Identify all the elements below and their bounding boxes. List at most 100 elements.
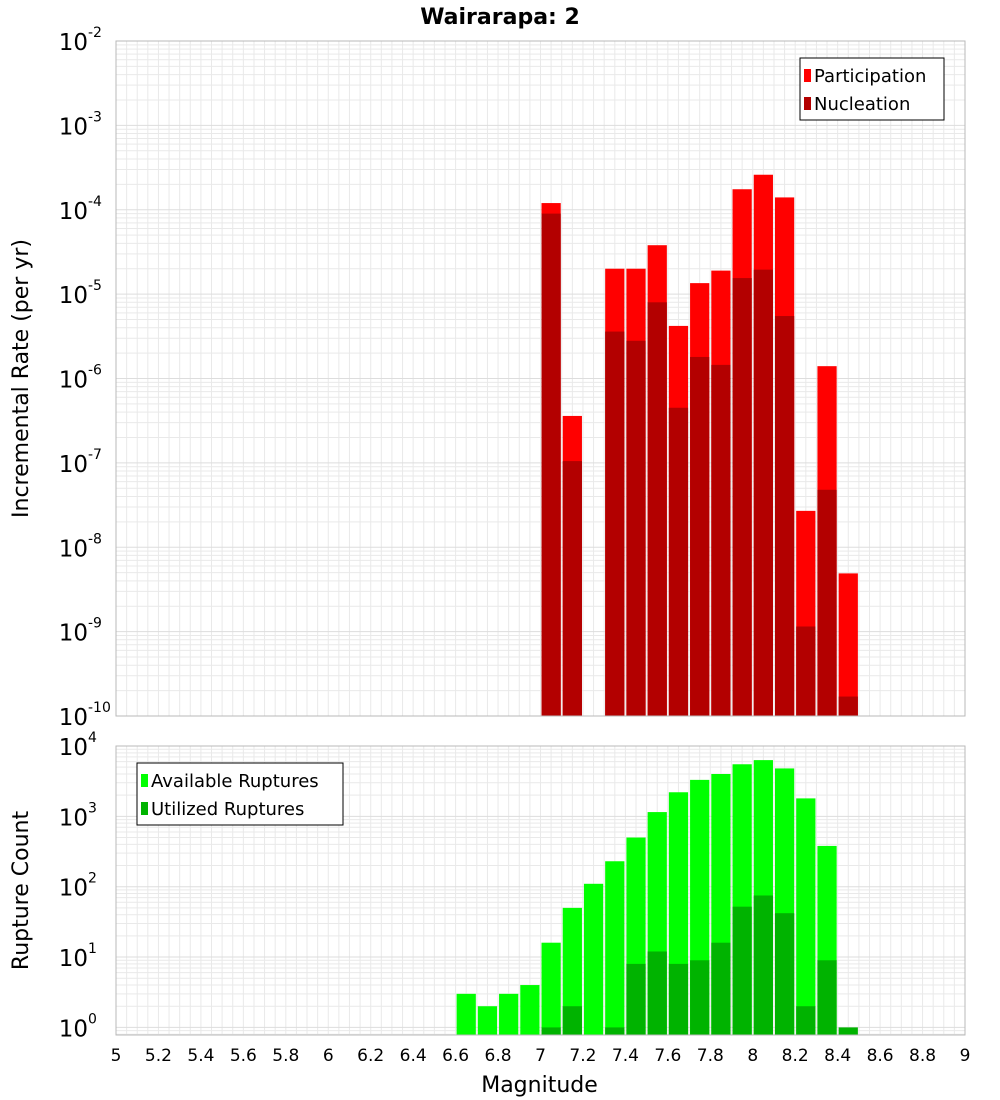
bottom-y-tick-exponent: 4 xyxy=(88,730,97,746)
top-bar-nucleation xyxy=(605,331,625,716)
bottom-bar-utilized-ruptures xyxy=(711,942,731,1035)
bottom-bar-utilized-ruptures xyxy=(774,913,795,1035)
top-y-tick-exponent: -6 xyxy=(88,363,102,379)
bottom-x-tick-label: 7.4 xyxy=(612,1046,639,1066)
top-y-tick-label: 10 xyxy=(59,452,88,478)
top-y-tick-label: 10 xyxy=(59,705,88,731)
bottom-x-tick-label: 9 xyxy=(960,1046,971,1066)
grid-layer xyxy=(115,40,966,1035)
bottom-bar-utilized-ruptures xyxy=(562,1006,582,1035)
bottom-bar-utilized-ruptures xyxy=(690,960,710,1035)
bottom-x-tick-label: 8 xyxy=(747,1046,758,1066)
bottom-legend-label: Available Ruptures xyxy=(151,771,319,792)
bottom-bar-utilized-ruptures xyxy=(796,1006,816,1035)
bottom-bar-available-ruptures xyxy=(605,861,625,1035)
bottom-y-tick-exponent: 1 xyxy=(88,941,97,957)
top-bar-nucleation xyxy=(774,316,795,716)
bottom-y-tick-label: 10 xyxy=(59,1016,88,1042)
top-bar-nucleation xyxy=(690,356,710,716)
top-y-tick-exponent: -2 xyxy=(88,25,102,41)
bottom-y-axis-title: Rupture Count xyxy=(9,811,34,971)
top-y-tick-exponent: -5 xyxy=(88,278,102,294)
bottom-bar-available-ruptures xyxy=(583,883,604,1035)
bottom-x-tick-label: 8.8 xyxy=(909,1046,936,1066)
bottom-bar-utilized-ruptures xyxy=(753,895,773,1035)
bottom-x-tick-label: 6.2 xyxy=(357,1046,384,1066)
bottom-y-tick-label: 10 xyxy=(59,946,88,972)
top-y-tick-label: 10 xyxy=(59,536,88,562)
bottom-y-tick-exponent: 2 xyxy=(88,871,97,887)
bottom-bar-utilized-ruptures xyxy=(626,963,646,1035)
top-y-tick-exponent: -4 xyxy=(88,194,102,210)
top-bar-nucleation xyxy=(817,489,837,716)
top-bar-nucleation xyxy=(753,269,773,716)
bottom-x-tick-label: 8.4 xyxy=(824,1046,851,1066)
bottom-legend-box xyxy=(136,762,344,826)
bottom-legend-label: Utilized Ruptures xyxy=(151,799,304,820)
bottom-bar-available-ruptures xyxy=(477,1006,498,1035)
bottom-x-tick-label: 5.8 xyxy=(272,1046,299,1066)
bottom-y-tick-label: 10 xyxy=(59,805,88,831)
top-bar-nucleation xyxy=(626,340,646,716)
bottom-x-tick-label: 5.6 xyxy=(230,1046,257,1066)
bottom-x-tick-label: 7 xyxy=(535,1046,546,1066)
bottom-bar-available-ruptures xyxy=(499,993,519,1035)
bottom-x-tick-label: 7.6 xyxy=(654,1046,681,1066)
bottom-x-tick-label: 7.2 xyxy=(569,1046,596,1066)
top-y-tick-label: 10 xyxy=(59,283,88,309)
bottom-y-tick-exponent: 0 xyxy=(88,1011,97,1027)
bottom-plot-frame xyxy=(115,745,966,1036)
top-bar-nucleation xyxy=(647,302,667,716)
top-y-tick-exponent: -9 xyxy=(88,616,102,632)
bottom-x-tick-label: 6.6 xyxy=(442,1046,469,1066)
top-bar-nucleation xyxy=(541,213,561,717)
top-bar-nucleation xyxy=(796,626,816,716)
chart-title: Wairarapa: 2 xyxy=(420,5,580,30)
bottom-x-tick-label: 6.4 xyxy=(400,1046,427,1066)
top-y-tick-label: 10 xyxy=(59,199,88,225)
bottom-y-tick-label: 10 xyxy=(59,876,88,902)
bottom-bar-utilized-ruptures xyxy=(605,1027,625,1035)
bottom-bar-utilized-ruptures xyxy=(647,951,667,1035)
top-bar-participation xyxy=(838,573,858,716)
legend-layer: Participation Nucleation Available Rupture… xyxy=(136,57,945,826)
bottom-bar-utilized-ruptures xyxy=(668,963,689,1035)
top-y-tick-exponent: -3 xyxy=(88,109,102,125)
bottom-x-tick-label: 8.2 xyxy=(782,1046,809,1066)
bottom-legend-swatch xyxy=(141,774,148,787)
top-plot-frame xyxy=(115,40,966,717)
bottom-x-tick-label: 8.6 xyxy=(867,1046,894,1066)
bottom-y-tick-exponent: 3 xyxy=(88,800,97,816)
top-legend-swatch xyxy=(804,69,811,82)
top-bar-nucleation xyxy=(732,278,752,716)
bars-layer xyxy=(456,174,858,1035)
bottom-y-tick-label: 10 xyxy=(59,735,88,761)
top-y-tick-exponent: -8 xyxy=(88,531,102,547)
top-legend-label: Participation xyxy=(814,66,926,87)
bottom-bar-utilized-ruptures xyxy=(732,906,752,1035)
bottom-x-tick-label: 5.4 xyxy=(187,1046,214,1066)
bottom-bar-utilized-ruptures xyxy=(838,1027,858,1035)
top-bar-nucleation xyxy=(711,364,731,716)
bottom-x-tick-label: 6.8 xyxy=(485,1046,512,1066)
bottom-bar-available-ruptures xyxy=(562,907,582,1035)
bottom-x-axis-title: Magnitude xyxy=(481,1073,598,1098)
top-legend-label: Nucleation xyxy=(814,94,910,115)
top-legend-swatch xyxy=(804,97,811,110)
bottom-bar-utilized-ruptures xyxy=(817,960,837,1035)
bottom-legend-swatch xyxy=(141,802,148,815)
bottom-x-tick-label: 5 xyxy=(111,1046,122,1066)
bottom-bar-available-ruptures xyxy=(541,942,561,1035)
top-y-tick-label: 10 xyxy=(59,621,88,647)
bottom-x-tick-label: 7.8 xyxy=(697,1046,724,1066)
bottom-x-tick-label: 6 xyxy=(323,1046,334,1066)
top-bar-nucleation xyxy=(838,696,858,716)
top-bar-nucleation xyxy=(562,461,582,716)
top-y-axis-title: Incremental Rate (per yr) xyxy=(9,239,34,518)
bottom-bar-utilized-ruptures xyxy=(541,1027,561,1035)
bottom-x-tick-label: 5.2 xyxy=(145,1046,172,1066)
top-y-tick-label: 10 xyxy=(59,30,88,56)
